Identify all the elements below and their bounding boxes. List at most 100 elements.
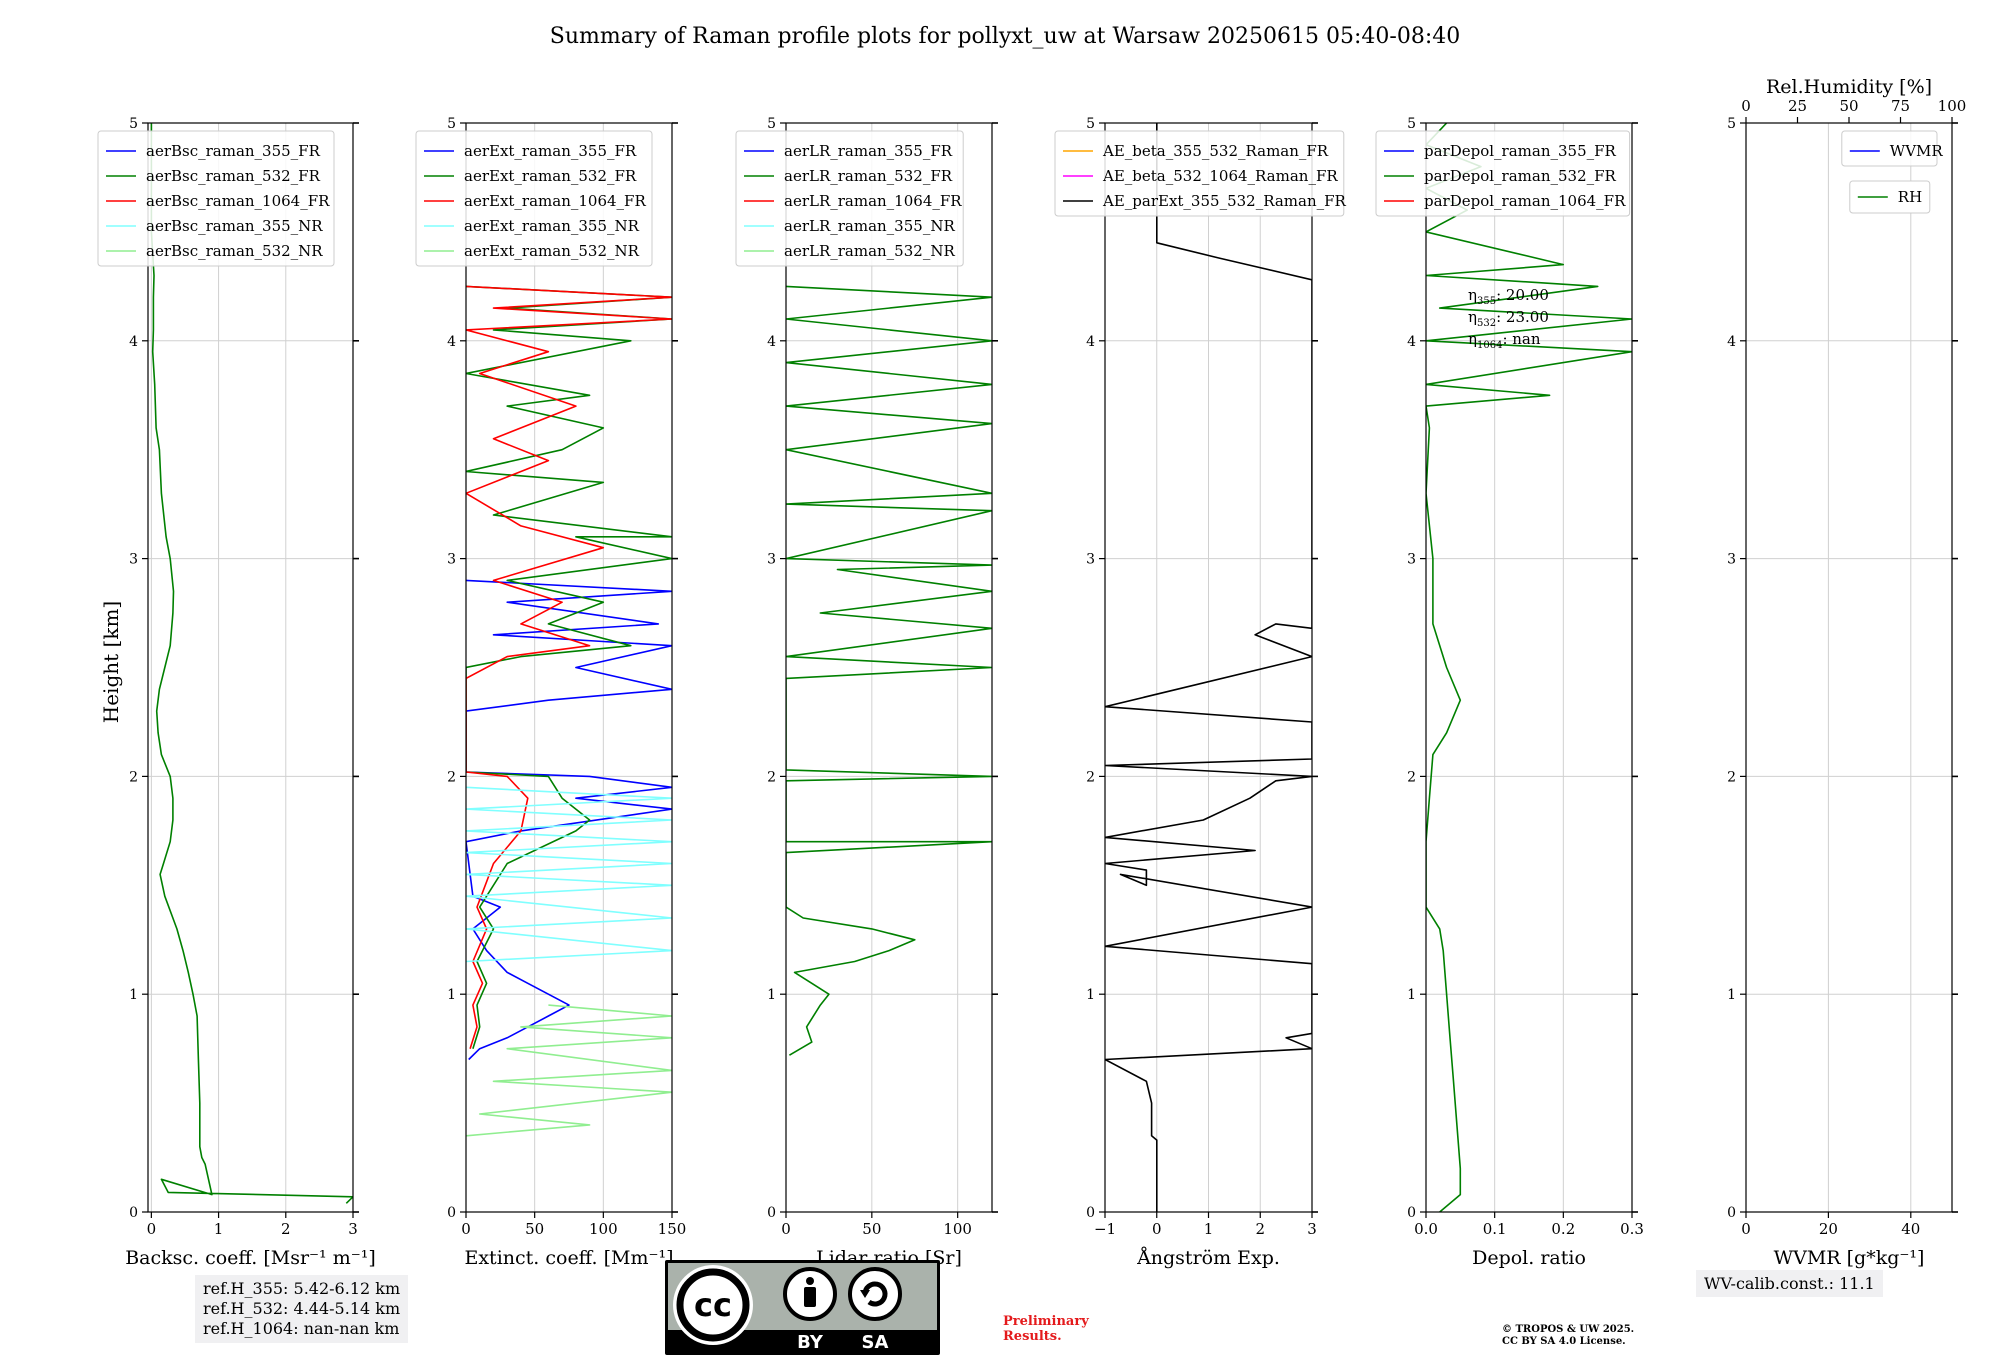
y-tick-label: 3 bbox=[1407, 552, 1416, 568]
axes-frame bbox=[785, 122, 993, 1213]
eta-label-1064: η1064: nan bbox=[1468, 330, 1541, 351]
cc-logo-icon: cc bbox=[673, 1265, 753, 1345]
top-x-tick-label: 0 bbox=[1741, 97, 1751, 115]
legend-box bbox=[735, 130, 964, 267]
y-tick-label: 3 bbox=[1727, 552, 1736, 568]
x-tick-label: 0 bbox=[1152, 1220, 1162, 1238]
y-tick-label: 2 bbox=[767, 769, 776, 785]
legend-label: aerExt_raman_532_FR bbox=[464, 167, 637, 185]
legend-label: AE_beta_355_532_Raman_FR bbox=[1102, 142, 1329, 160]
x-tick-label: −1 bbox=[1094, 1220, 1116, 1238]
eta-label-532: η532: 23.00 bbox=[1468, 308, 1549, 329]
x-tick-label: 3 bbox=[1307, 1220, 1317, 1238]
x-tick-label: 1 bbox=[214, 1220, 224, 1238]
x-tick-label: 2 bbox=[1255, 1220, 1265, 1238]
legend: AE_beta_355_532_Raman_FR AE_beta_532_1064… bbox=[1054, 130, 1347, 217]
legend-label: aerExt_raman_355_FR bbox=[464, 142, 637, 160]
x-axis-label: Depol. ratio bbox=[1472, 1247, 1586, 1269]
top-x-tick-label: 100 bbox=[1938, 97, 1967, 115]
preliminary-results-note: Preliminary Results. bbox=[1003, 1314, 1123, 1344]
y-tick-label: 4 bbox=[1727, 334, 1736, 350]
ref-height-532: ref.H_532: 4.44-5.14 km bbox=[203, 1299, 401, 1318]
y-tick-label: 5 bbox=[767, 116, 776, 132]
y-tick-label: 1 bbox=[1727, 987, 1736, 1003]
x-tick-label: 0.0 bbox=[1414, 1220, 1438, 1238]
top-x-tick-label: 50 bbox=[1839, 97, 1858, 115]
x-axis-label: WVMR [g*kg⁻¹] bbox=[1774, 1247, 1925, 1269]
y-tick-label: 0 bbox=[767, 1205, 776, 1221]
y-tick-label: 2 bbox=[1727, 769, 1736, 785]
axes-frame bbox=[147, 122, 354, 1213]
series-line-aerExt_raman_532_FR bbox=[466, 285, 672, 1049]
series-line-parDepol_raman_532_FR bbox=[1426, 123, 1632, 1212]
legend-label: aerBsc_raman_355_NR bbox=[146, 217, 323, 235]
attribution-icon bbox=[783, 1267, 837, 1321]
legend-label: aerLR_raman_1064_FR bbox=[784, 192, 962, 210]
legend-label: AE_parExt_355_532_Raman_FR bbox=[1102, 192, 1347, 210]
top-x-tick-label: 25 bbox=[1788, 97, 1807, 115]
legend-box bbox=[1054, 130, 1345, 217]
series-line-aerLR_raman_532_FR bbox=[786, 285, 992, 1056]
x-tick-label: 0.1 bbox=[1483, 1220, 1507, 1238]
x-tick-label: 0 bbox=[1741, 1220, 1751, 1238]
x-tick-label: 20 bbox=[1819, 1220, 1838, 1238]
x-tick-label: 2 bbox=[281, 1220, 291, 1238]
x-tick-label: 0 bbox=[461, 1220, 471, 1238]
y-tick-label: 3 bbox=[129, 552, 138, 568]
y-tick-label: 0 bbox=[1407, 1205, 1416, 1221]
reference-heights-box: ref.H_355: 5.42-6.12 km ref.H_532: 4.44-… bbox=[195, 1275, 409, 1343]
preliminary-line-1: Preliminary bbox=[1003, 1314, 1089, 1329]
legend: WVMR RH bbox=[1841, 130, 1944, 214]
legend: parDepol_raman_355_FR parDepol_raman_532_… bbox=[1375, 130, 1631, 217]
cc-by-sa-license-badge: cc BY SA bbox=[665, 1260, 940, 1355]
y-tick-label: 3 bbox=[447, 552, 456, 568]
y-tick-label: 4 bbox=[129, 334, 138, 350]
x-tick-label: 150 bbox=[658, 1220, 687, 1238]
y-tick-label: 1 bbox=[767, 987, 776, 1003]
legend-label: parDepol_raman_1064_FR bbox=[1424, 192, 1626, 210]
y-tick-label: 5 bbox=[1086, 116, 1095, 132]
x-axis-label: Ångström Exp. bbox=[1136, 1247, 1280, 1269]
legend-label: aerExt_raman_1064_FR bbox=[464, 192, 646, 210]
wv-calibration-constant: WV-calib.const.: 11.1 bbox=[1696, 1270, 1883, 1297]
series-line-aerExt_raman_355_NR bbox=[466, 786, 672, 963]
x-tick-label: 0.2 bbox=[1551, 1220, 1575, 1238]
top-x-axis-label: Rel.Humidity [%] bbox=[1766, 76, 1932, 98]
legend-label: RH bbox=[1898, 188, 1922, 206]
y-axis-label: Height [km] bbox=[99, 601, 123, 723]
copyright-note: © TROPOS & UW 2025. CC BY SA 4.0 License… bbox=[1502, 1324, 1702, 1348]
x-tick-label: 100 bbox=[943, 1220, 972, 1238]
legend-box bbox=[1841, 130, 1938, 167]
legend-box bbox=[1375, 130, 1631, 217]
legend-label: WVMR bbox=[1890, 142, 1944, 160]
legend-label: aerLR_raman_355_NR bbox=[784, 217, 955, 235]
y-tick-label: 4 bbox=[1407, 334, 1416, 350]
x-tick-label: 0 bbox=[781, 1220, 791, 1238]
y-tick-label: 5 bbox=[129, 116, 138, 132]
legend-label: aerBsc_raman_532_FR bbox=[146, 167, 321, 185]
copyright-line-1: © TROPOS & UW 2025. bbox=[1502, 1324, 1635, 1335]
legend-label: aerBsc_raman_355_FR bbox=[146, 142, 321, 160]
legend: aerLR_raman_355_FR aerLR_raman_532_FR aerL… bbox=[735, 130, 964, 267]
legend: aerBsc_raman_355_FR aerBsc_raman_532_FRae… bbox=[97, 130, 335, 267]
eta-label-355: η355: 20.00 bbox=[1468, 286, 1549, 307]
y-tick-label: 1 bbox=[129, 987, 138, 1003]
x-tick-label: 50 bbox=[525, 1220, 544, 1238]
legend-label: aerLR_raman_532_NR bbox=[784, 242, 955, 260]
axes-frame bbox=[1745, 122, 1953, 1213]
legend-label: aerExt_raman_532_NR bbox=[464, 242, 640, 260]
ref-height-1064: ref.H_1064: nan-nan km bbox=[203, 1319, 400, 1338]
y-tick-label: 5 bbox=[1407, 116, 1416, 132]
y-tick-label: 2 bbox=[129, 769, 138, 785]
y-tick-label: 2 bbox=[447, 769, 456, 785]
y-tick-label: 4 bbox=[447, 334, 456, 350]
ref-height-355: ref.H_355: 5.42-6.12 km bbox=[203, 1279, 401, 1298]
y-tick-label: 2 bbox=[1086, 769, 1095, 785]
license-by-label: BY bbox=[797, 1332, 824, 1353]
preliminary-line-2: Results. bbox=[1003, 1329, 1062, 1344]
